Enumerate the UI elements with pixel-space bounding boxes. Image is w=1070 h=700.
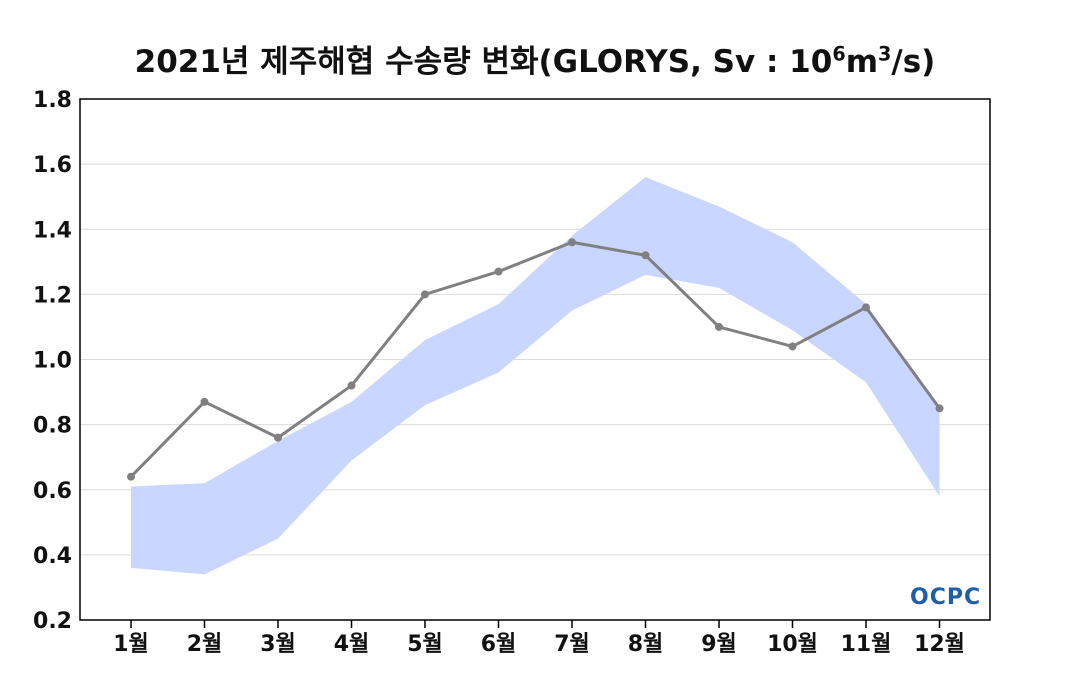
data-point: [274, 433, 282, 442]
series-line: [129, 240, 941, 478]
plot-frame: [79, 98, 991, 621]
x-tick-label: 8월: [628, 632, 664, 657]
data-point: [641, 251, 650, 260]
y-tick-label: 0.4: [33, 544, 72, 569]
y-axis-ticks: 0.2 0.4 0.6 0.8 1.0 1.2 1.4 1.6 1.8: [33, 88, 72, 634]
x-tick-label: 4월: [334, 632, 370, 657]
y-tick-label: 1.4: [33, 218, 72, 243]
y-tick-label: 0.8: [33, 414, 72, 439]
data-point: [347, 381, 356, 390]
ocpc-logo: OCPC: [910, 585, 982, 610]
data-point: [494, 267, 503, 276]
x-tick-label: 5월: [407, 632, 443, 657]
y-tick-label: 0.6: [33, 479, 72, 504]
data-point: [788, 342, 797, 351]
x-tick-label: 3월: [260, 632, 296, 657]
x-tick-label: 9월: [701, 632, 737, 657]
x-tick-label: 7월: [554, 632, 590, 657]
y-tick-label: 1.0: [33, 349, 72, 374]
y-tick-label: 1.6: [33, 153, 72, 178]
series-line-path: [129, 240, 941, 478]
x-tick-label: 12월: [914, 632, 965, 657]
data-point: [200, 397, 209, 406]
range-band: [131, 177, 940, 575]
x-axis-ticks: 1월 2월 3월 4월 5월 6월 7월 8월 9월 10월 11월 12월: [113, 620, 965, 657]
data-point: [421, 290, 429, 299]
x-tick-label: 1월: [113, 632, 149, 657]
chart-title: 2021년 제주해협 수송량 변화(GLORYS, Sv : 106m3/s): [134, 42, 936, 80]
y-tick-label: 0.2: [33, 609, 72, 634]
series-points: [127, 238, 944, 481]
data-point: [715, 322, 723, 331]
data-point: [935, 404, 944, 413]
data-point: [568, 238, 576, 247]
x-tick-label: 6월: [481, 632, 517, 657]
data-point: [127, 472, 135, 481]
x-tick-label: 11월: [841, 632, 892, 657]
y-tick-label: 1.8: [33, 88, 72, 113]
x-tick-label: 10월: [767, 632, 818, 657]
data-point: [862, 303, 870, 312]
range-band-area: [131, 177, 940, 575]
x-tick-label: 2월: [187, 632, 223, 657]
y-tick-label: 1.2: [33, 283, 72, 308]
